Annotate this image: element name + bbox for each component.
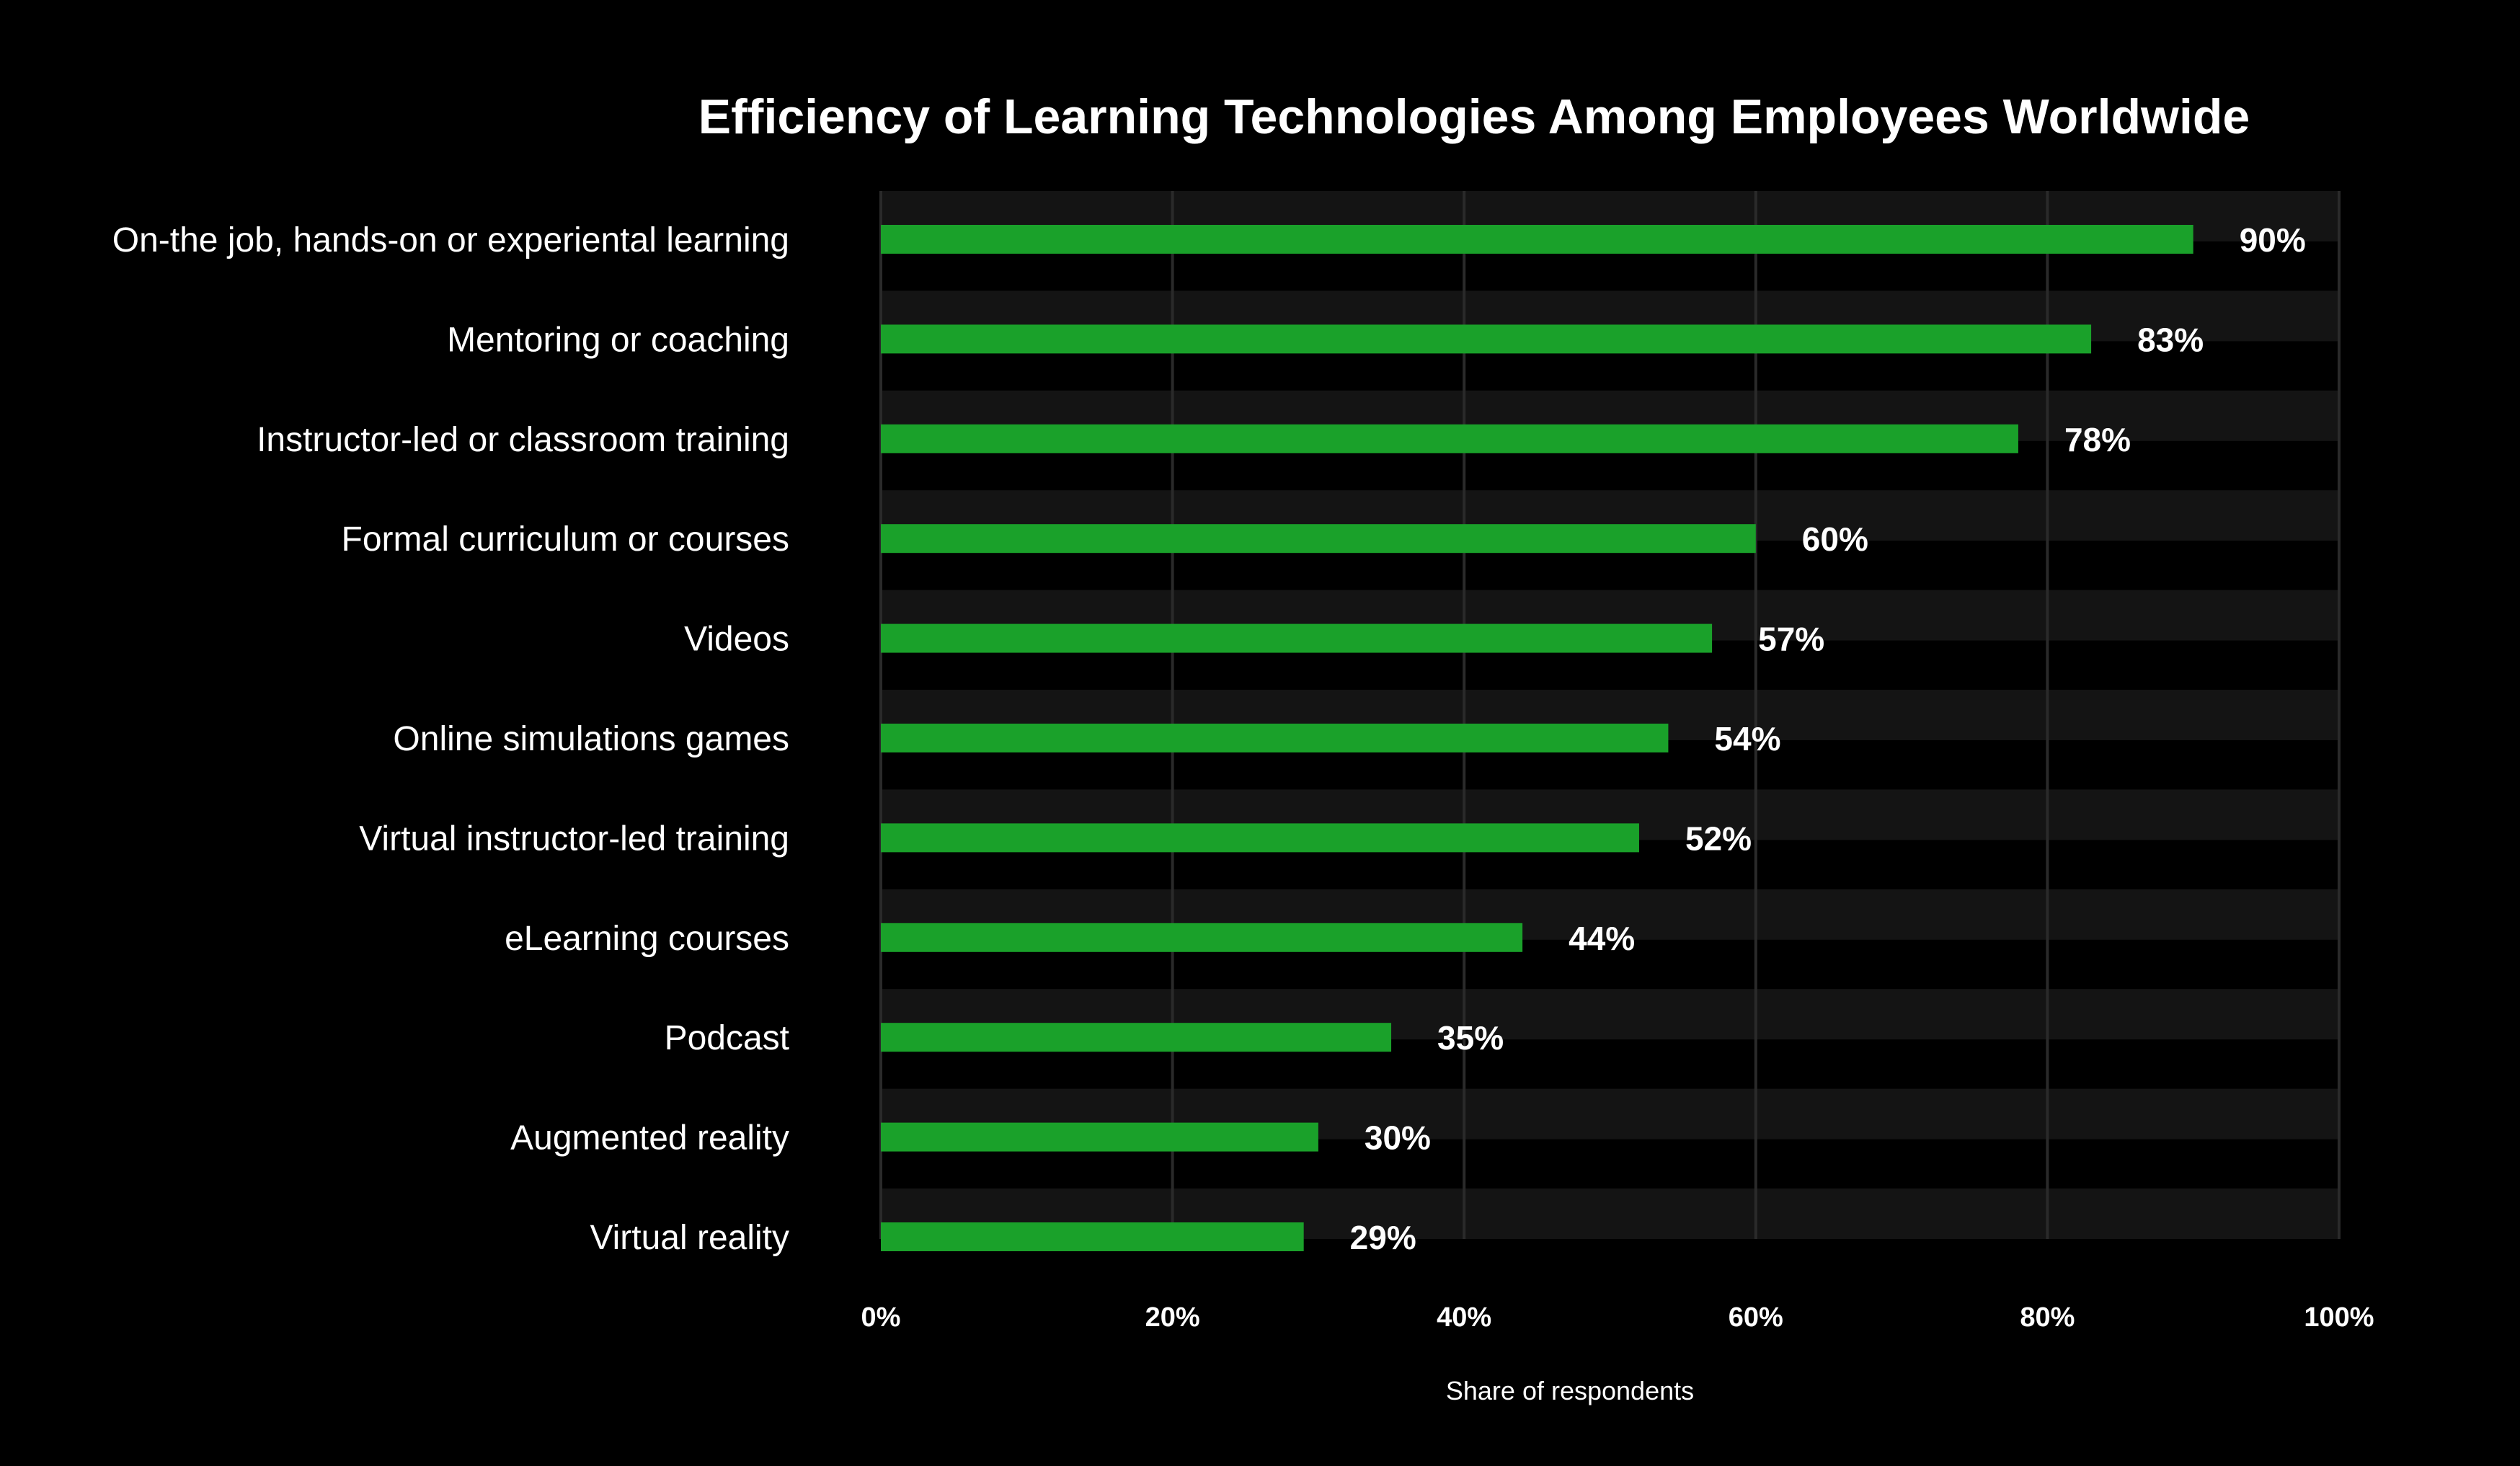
category-label: Online simulations games — [393, 720, 789, 758]
bar — [881, 225, 2193, 254]
bar — [881, 923, 1523, 952]
value-label: 29% — [1350, 1219, 1416, 1256]
category-labels: On-the job, hands-on or experiental lear… — [112, 221, 789, 1257]
x-tick-label: 60% — [1729, 1302, 1783, 1333]
bar — [881, 324, 2092, 354]
bar — [881, 1122, 1318, 1152]
value-label: 35% — [1437, 1019, 1504, 1057]
value-labels: 90% 83% 78% 60% 57% 54% 52% 44% 35% 30% 29% — [1350, 221, 2306, 1256]
category-label: Instructor-led or classroom training — [257, 421, 789, 459]
chart-title: Efficiency of Learning Technologies Amon… — [698, 89, 2250, 144]
bar — [881, 424, 2018, 453]
x-axis-label: Share of respondents — [1446, 1376, 1694, 1405]
value-label: 60% — [1802, 520, 1868, 558]
bar — [881, 724, 1669, 752]
bar — [881, 823, 1639, 853]
x-tick-label: 0% — [861, 1302, 901, 1333]
category-label: eLearning courses — [505, 920, 789, 958]
x-tick-label: 100% — [2304, 1302, 2374, 1333]
category-label: Podcast — [665, 1019, 789, 1057]
bar — [881, 623, 1713, 653]
category-label: On-the job, hands-on or experiental lear… — [112, 221, 789, 259]
value-label: 54% — [1714, 720, 1780, 758]
category-label: Virtual reality — [590, 1219, 789, 1257]
bars — [881, 225, 2193, 1251]
category-label: Videos — [684, 621, 789, 659]
gridlines — [879, 191, 2341, 1239]
value-label: 30% — [1365, 1119, 1431, 1157]
value-label: 57% — [1758, 621, 1824, 658]
category-label: Mentoring or coaching — [447, 321, 789, 359]
bar — [881, 1222, 1304, 1251]
value-label: 83% — [2137, 321, 2204, 358]
x-tick-label: 40% — [1437, 1302, 1491, 1333]
category-label: Augmented reality — [510, 1119, 789, 1158]
bar — [881, 524, 1756, 554]
value-label: 44% — [1569, 920, 1635, 957]
x-axis-ticks: 0% 20% 40% 60% 80% 100% — [861, 1302, 2374, 1333]
value-label: 78% — [2064, 421, 2131, 458]
bar — [881, 1023, 1392, 1052]
category-label: Formal curriculum or courses — [342, 520, 789, 559]
category-label: Virtual instructor-led training — [359, 819, 789, 858]
value-label: 52% — [1685, 819, 1752, 857]
x-tick-label: 20% — [1145, 1302, 1200, 1333]
x-tick-label: 80% — [2020, 1302, 2075, 1333]
value-label: 90% — [2240, 221, 2306, 259]
